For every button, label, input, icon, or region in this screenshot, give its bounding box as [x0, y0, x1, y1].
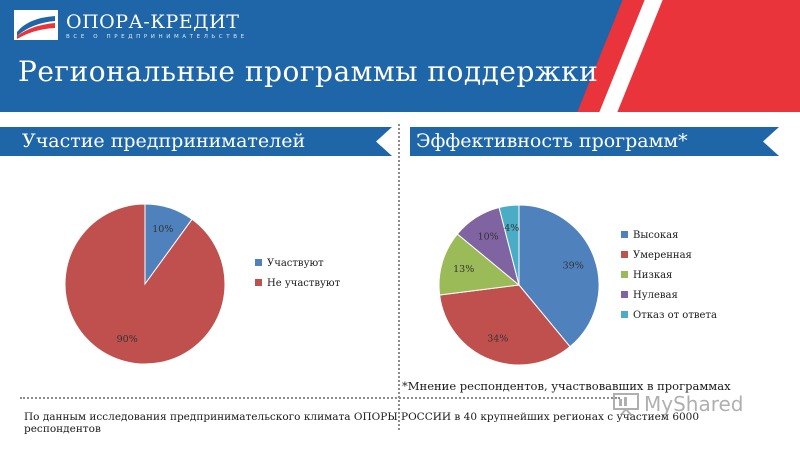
pie-slice-label-0-1: 90%: [117, 334, 138, 345]
legend-swatch-0-0: [255, 259, 262, 266]
legend-swatch-1-2: [621, 271, 628, 278]
horizontal-divider: [20, 397, 620, 399]
legend-label-0-1: Не участвуют: [267, 278, 341, 289]
pie-slice-1-4: [498, 204, 520, 286]
legend-label-1-0: Высокая: [633, 230, 678, 241]
legend-swatch-0-1: [255, 279, 262, 286]
pie-slice-label-1-0: 39%: [563, 260, 584, 271]
footnote: *Мнение респондентов, участвовавших в пр…: [402, 379, 731, 393]
legend-label-1-4: Отказ от ответа: [633, 310, 717, 321]
section-arrow-icon: [745, 127, 779, 156]
legend-label-1-3: Нулевая: [633, 290, 678, 301]
logo[interactable]: ОПОРА-КРЕДИТ ВСЕ О ПРЕДПРИНИМАТЕЛЬСТВЕ: [14, 10, 248, 40]
watermark-text: MyShared: [644, 392, 744, 416]
flag-logo-icon: [14, 10, 58, 40]
section-title-participation: Участие предпринимателей: [0, 127, 360, 156]
pie-slice-1-2: [438, 233, 521, 296]
legend-label-1-2: Низкая: [633, 270, 672, 281]
watermark: MyShared: [612, 392, 744, 416]
legend-swatch-1-4: [621, 311, 628, 318]
page-title: Региональные программы поддержки: [18, 55, 599, 88]
legend-label-1-1: Умеренная: [633, 250, 692, 261]
pie-slice-label-1-3: 10%: [478, 231, 499, 242]
section-title-effectiveness: Эффективность программ*: [410, 127, 746, 156]
legend-label-0-0: Участвуют: [267, 258, 324, 269]
source-note: По данным исследования предпринимательск…: [24, 411, 700, 435]
pie-slice-label-1-1: 34%: [487, 334, 508, 345]
pie-slice-label-0-0: 10%: [152, 224, 173, 235]
pie-slice-0-1: [64, 203, 226, 365]
header-banner: ОПОРА-КРЕДИТ ВСЕ О ПРЕДПРИНИМАТЕЛЬСТВЕ Р…: [0, 0, 800, 112]
pie-slice-1-0: [518, 204, 600, 348]
logo-tagline: ВСЕ О ПРЕДПРИНИМАТЕЛЬСТВЕ: [66, 33, 248, 40]
pie-slice-label-1-4: 4%: [504, 223, 519, 234]
legend-swatch-1-1: [621, 251, 628, 258]
legend-swatch-1-0: [621, 231, 628, 238]
pie-slice-1-1: [439, 284, 571, 366]
legend-swatch-1-3: [621, 291, 628, 298]
vertical-divider: [398, 124, 400, 430]
pie-slice-label-1-2: 13%: [453, 264, 474, 275]
presentation-icon: [613, 393, 639, 416]
logo-name: ОПОРА-КРЕДИТ: [66, 10, 240, 33]
section-arrow-icon: [358, 127, 392, 156]
